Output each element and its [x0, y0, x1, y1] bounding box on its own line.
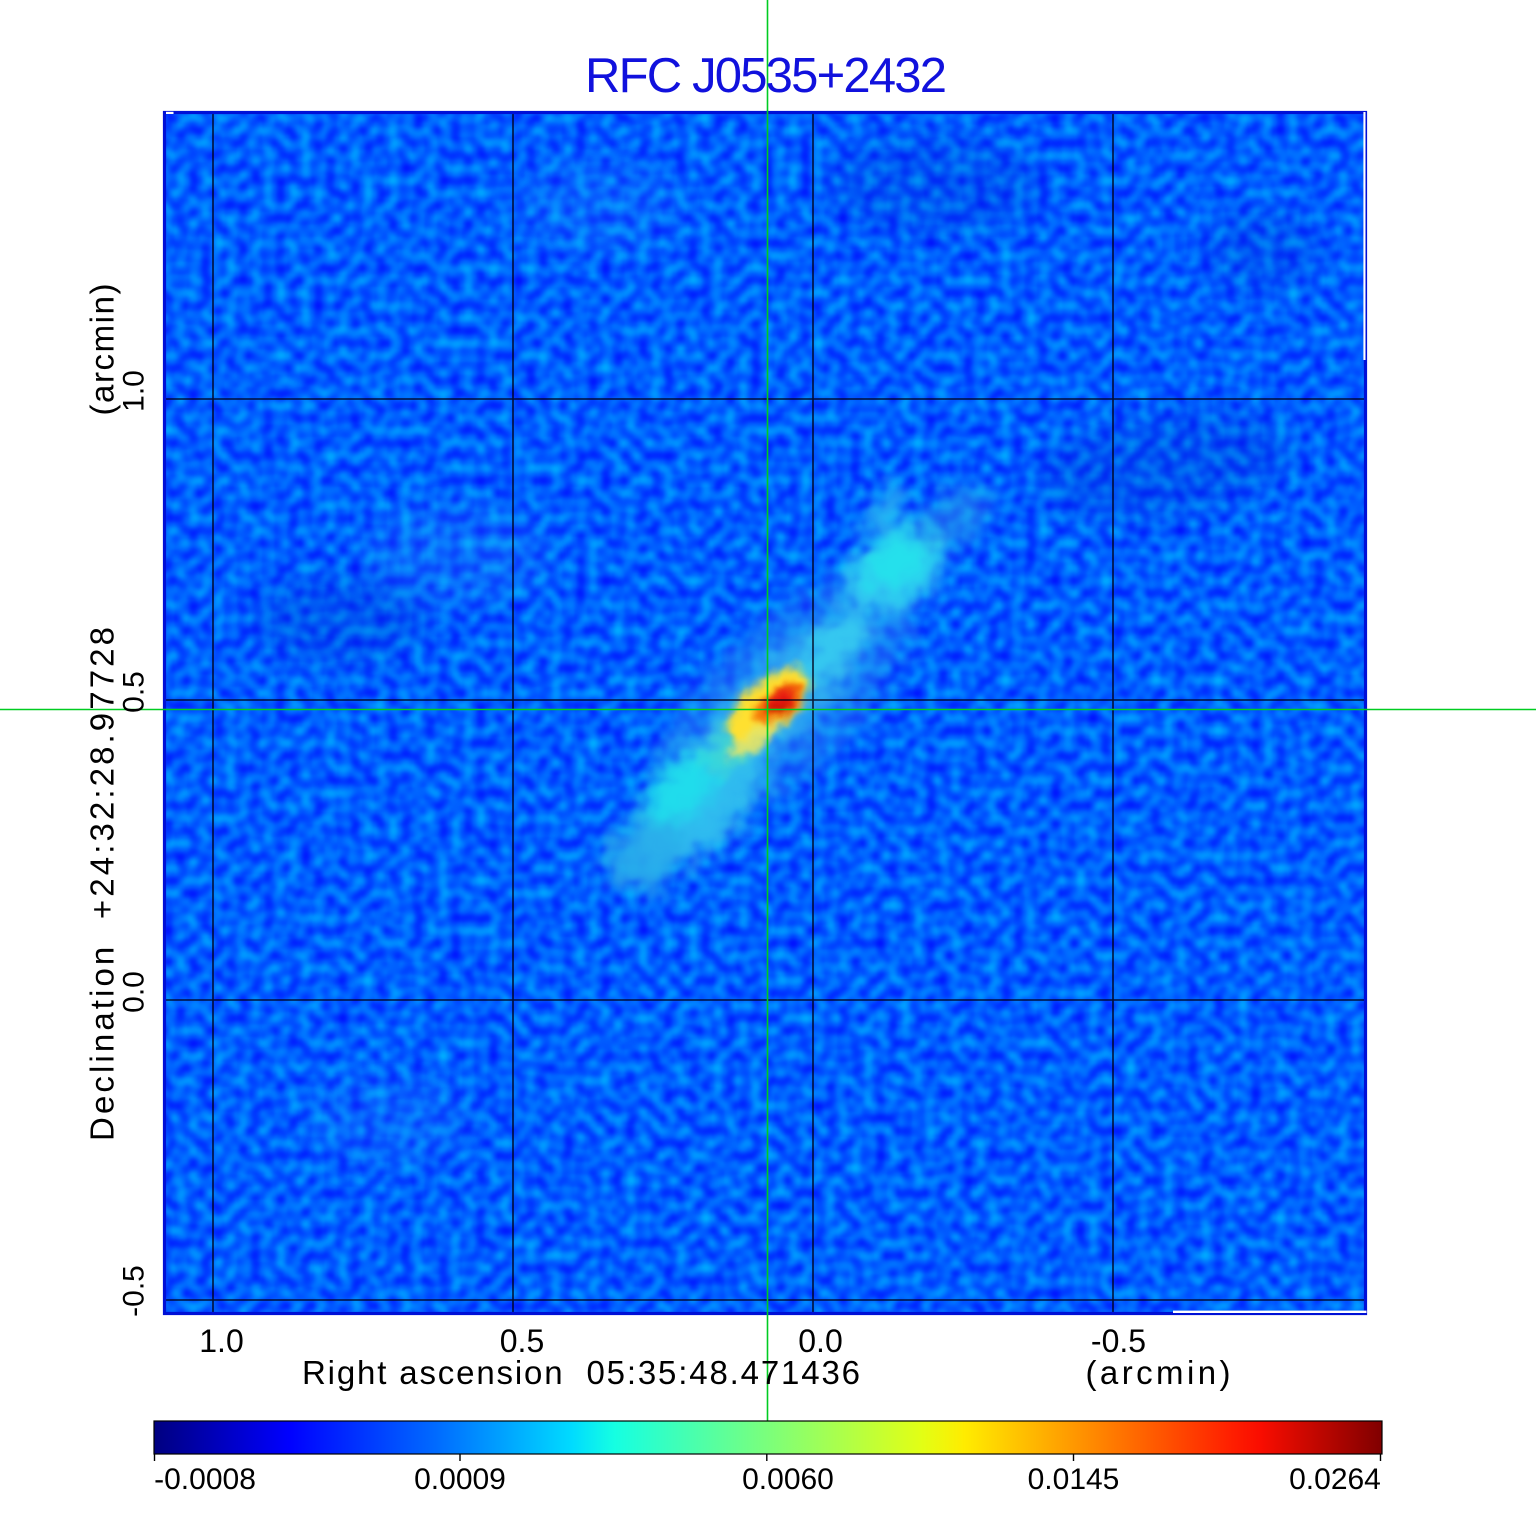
svg-text:1.0: 1.0	[118, 370, 151, 412]
svg-text:-0.5: -0.5	[1091, 1323, 1146, 1359]
svg-text:(arcmin): (arcmin)	[84, 284, 121, 416]
svg-text:(arcmin): (arcmin)	[1086, 1354, 1231, 1391]
svg-text:0.0145: 0.0145	[1028, 1463, 1120, 1496]
svg-text:0.0: 0.0	[118, 971, 151, 1013]
svg-text:1.0: 1.0	[199, 1323, 243, 1359]
svg-text:0.5: 0.5	[500, 1323, 544, 1359]
svg-text:0.0009: 0.0009	[414, 1463, 506, 1496]
svg-text:0.0: 0.0	[798, 1323, 842, 1359]
svg-text:0.0060: 0.0060	[742, 1463, 834, 1496]
svg-text:0.5: 0.5	[118, 671, 151, 713]
svg-text:-0.5: -0.5	[118, 1265, 151, 1317]
svg-text:Right ascension 05:35:48.4714: Right ascension 05:35:48.471436	[302, 1354, 860, 1391]
svg-text:0.0264: 0.0264	[1289, 1463, 1381, 1496]
svg-text:-0.0008: -0.0008	[154, 1463, 256, 1496]
svg-text:RFC J0535+2432: RFC J0535+2432	[585, 49, 947, 103]
